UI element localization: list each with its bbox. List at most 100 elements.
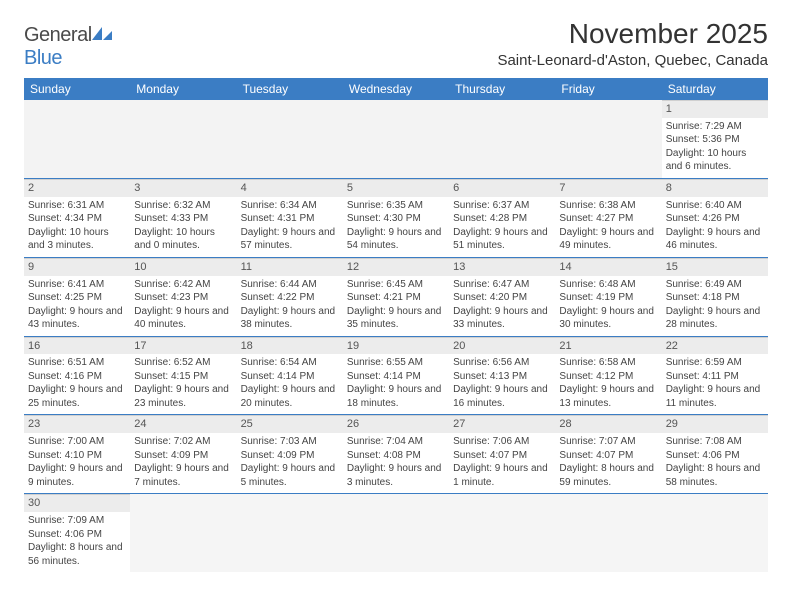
day-info: Sunrise: 6:51 AMSunset: 4:16 PMDaylight:…	[28, 356, 126, 410]
calendar-cell	[343, 100, 449, 178]
calendar-cell: 23Sunrise: 7:00 AMSunset: 4:10 PMDayligh…	[24, 415, 130, 494]
day-number: 14	[555, 258, 661, 276]
calendar-cell	[130, 494, 236, 572]
sunset-text: Sunset: 4:11 PM	[666, 370, 764, 384]
calendar-cell: 4Sunrise: 6:34 AMSunset: 4:31 PMDaylight…	[237, 178, 343, 257]
calendar-cell: 18Sunrise: 6:54 AMSunset: 4:14 PMDayligh…	[237, 336, 343, 415]
calendar-cell	[237, 494, 343, 572]
calendar-cell: 15Sunrise: 6:49 AMSunset: 4:18 PMDayligh…	[662, 257, 768, 336]
day-number: 22	[662, 337, 768, 355]
calendar-table: Sunday Monday Tuesday Wednesday Thursday…	[24, 78, 768, 572]
sunset-text: Sunset: 4:08 PM	[347, 449, 445, 463]
day-info: Sunrise: 7:07 AMSunset: 4:07 PMDaylight:…	[559, 435, 657, 489]
sunrise-text: Sunrise: 6:34 AM	[241, 199, 339, 213]
day-info: Sunrise: 6:32 AMSunset: 4:33 PMDaylight:…	[134, 199, 232, 253]
sunset-text: Sunset: 4:14 PM	[241, 370, 339, 384]
sunset-text: Sunset: 4:22 PM	[241, 291, 339, 305]
day-info: Sunrise: 6:38 AMSunset: 4:27 PMDaylight:…	[559, 199, 657, 253]
day-info: Sunrise: 6:37 AMSunset: 4:28 PMDaylight:…	[453, 199, 551, 253]
daylight-text: Daylight: 9 hours and 33 minutes.	[453, 305, 551, 332]
sunset-text: Sunset: 4:34 PM	[28, 212, 126, 226]
day-info: Sunrise: 7:02 AMSunset: 4:09 PMDaylight:…	[134, 435, 232, 489]
sunset-text: Sunset: 4:20 PM	[453, 291, 551, 305]
sunrise-text: Sunrise: 6:48 AM	[559, 278, 657, 292]
daylight-text: Daylight: 8 hours and 58 minutes.	[666, 462, 764, 489]
sunrise-text: Sunrise: 6:42 AM	[134, 278, 232, 292]
calendar-week-row: 16Sunrise: 6:51 AMSunset: 4:16 PMDayligh…	[24, 336, 768, 415]
sunset-text: Sunset: 4:31 PM	[241, 212, 339, 226]
sunrise-text: Sunrise: 7:08 AM	[666, 435, 764, 449]
calendar-cell: 27Sunrise: 7:06 AMSunset: 4:07 PMDayligh…	[449, 415, 555, 494]
sunset-text: Sunset: 4:27 PM	[559, 212, 657, 226]
daylight-text: Daylight: 10 hours and 3 minutes.	[28, 226, 126, 253]
sunset-text: Sunset: 4:06 PM	[666, 449, 764, 463]
calendar-cell	[662, 494, 768, 572]
day-number: 26	[343, 415, 449, 433]
daylight-text: Daylight: 9 hours and 13 minutes.	[559, 383, 657, 410]
daylight-text: Daylight: 9 hours and 25 minutes.	[28, 383, 126, 410]
day-number: 7	[555, 179, 661, 197]
day-info: Sunrise: 6:31 AMSunset: 4:34 PMDaylight:…	[28, 199, 126, 253]
sunset-text: Sunset: 4:19 PM	[559, 291, 657, 305]
brand-part2: Blue	[24, 47, 62, 69]
sunrise-text: Sunrise: 6:54 AM	[241, 356, 339, 370]
calendar-cell: 30 Sunrise: 7:09 AMSunset: 4:06 PMDayligh…	[24, 494, 130, 572]
daylight-text: Daylight: 9 hours and 46 minutes.	[666, 226, 764, 253]
calendar-cell	[24, 100, 130, 178]
header: GeneralBlue November 2025 Saint-Leonard-…	[24, 18, 768, 70]
daylight-text: Daylight: 10 hours and 0 minutes.	[134, 226, 232, 253]
calendar-cell: 17Sunrise: 6:52 AMSunset: 4:15 PMDayligh…	[130, 336, 236, 415]
day-number: 30	[24, 494, 130, 512]
day-info: Sunrise: 6:44 AMSunset: 4:22 PMDaylight:…	[241, 278, 339, 332]
calendar-cell	[343, 494, 449, 572]
sunrise-text: Sunrise: 6:49 AM	[666, 278, 764, 292]
day-info: Sunrise: 6:54 AMSunset: 4:14 PMDaylight:…	[241, 356, 339, 410]
sunset-text: Sunset: 4:21 PM	[347, 291, 445, 305]
day-info: Sunrise: 6:42 AMSunset: 4:23 PMDaylight:…	[134, 278, 232, 332]
day-number: 6	[449, 179, 555, 197]
calendar-cell: 14Sunrise: 6:48 AMSunset: 4:19 PMDayligh…	[555, 257, 661, 336]
day-number: 4	[237, 179, 343, 197]
calendar-cell: 10Sunrise: 6:42 AMSunset: 4:23 PMDayligh…	[130, 257, 236, 336]
daylight-text: Daylight: 9 hours and 51 minutes.	[453, 226, 551, 253]
weekday-header: Sunday	[24, 78, 130, 100]
daylight-text: Daylight: 9 hours and 7 minutes.	[134, 462, 232, 489]
daylight-text: Daylight: 9 hours and 43 minutes.	[28, 305, 126, 332]
weekday-header: Wednesday	[343, 78, 449, 100]
brand-part1: General	[24, 24, 92, 46]
calendar-cell: 7 Sunrise: 6:38 AMSunset: 4:27 PMDaylight…	[555, 178, 661, 257]
day-info: Sunrise: 6:52 AMSunset: 4:15 PMDaylight:…	[134, 356, 232, 410]
sunset-text: Sunset: 4:28 PM	[453, 212, 551, 226]
daylight-text: Daylight: 10 hours and 6 minutes.	[666, 147, 764, 174]
calendar-body: 1Sunrise: 7:29 AMSunset: 5:36 PMDaylight…	[24, 100, 768, 572]
day-number: 8	[662, 179, 768, 197]
weekday-header: Friday	[555, 78, 661, 100]
sunrise-text: Sunrise: 6:59 AM	[666, 356, 764, 370]
daylight-text: Daylight: 9 hours and 28 minutes.	[666, 305, 764, 332]
daylight-text: Daylight: 9 hours and 23 minutes.	[134, 383, 232, 410]
calendar-cell: 20Sunrise: 6:56 AMSunset: 4:13 PMDayligh…	[449, 336, 555, 415]
sunset-text: Sunset: 4:09 PM	[134, 449, 232, 463]
weekday-header: Monday	[130, 78, 236, 100]
day-info: Sunrise: 6:55 AMSunset: 4:14 PMDaylight:…	[347, 356, 445, 410]
day-number: 25	[237, 415, 343, 433]
day-number: 29	[662, 415, 768, 433]
daylight-text: Daylight: 9 hours and 1 minute.	[453, 462, 551, 489]
sunset-text: Sunset: 4:26 PM	[666, 212, 764, 226]
calendar-cell: 1Sunrise: 7:29 AMSunset: 5:36 PMDaylight…	[662, 100, 768, 178]
sunrise-text: Sunrise: 6:41 AM	[28, 278, 126, 292]
sunrise-text: Sunrise: 6:55 AM	[347, 356, 445, 370]
day-number: 20	[449, 337, 555, 355]
calendar-cell	[555, 494, 661, 572]
sunrise-text: Sunrise: 7:00 AM	[28, 435, 126, 449]
daylight-text: Daylight: 8 hours and 56 minutes.	[28, 541, 126, 568]
calendar-week-row: 30 Sunrise: 7:09 AMSunset: 4:06 PMDayligh…	[24, 494, 768, 572]
day-number: 28	[555, 415, 661, 433]
day-number: 18	[237, 337, 343, 355]
calendar-cell	[449, 494, 555, 572]
daylight-text: Daylight: 9 hours and 11 minutes.	[666, 383, 764, 410]
calendar-cell	[237, 100, 343, 178]
day-number: 21	[555, 337, 661, 355]
page-title: November 2025	[497, 18, 768, 50]
day-info: Sunrise: 7:09 AMSunset: 4:06 PMDaylight:…	[28, 514, 126, 568]
